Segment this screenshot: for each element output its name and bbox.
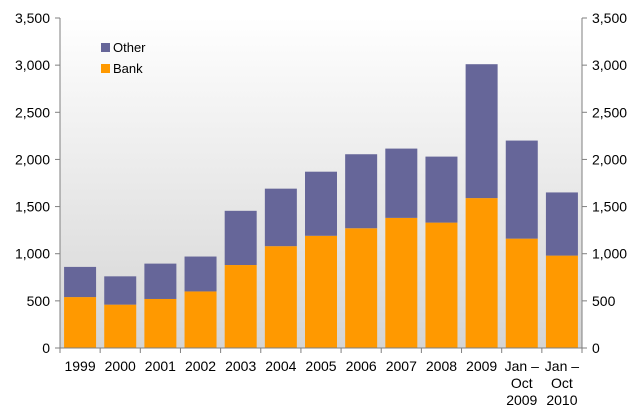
y-tick-label-left-3: 1,500: [15, 199, 50, 215]
x-category-label-12: Jan – Oct 2010: [545, 358, 579, 408]
bar-bank-7: [345, 228, 378, 348]
y-tick-label-left-2: 1,000: [15, 246, 50, 262]
x-category-label-4: 2003: [225, 358, 256, 374]
bar-bank-3: [184, 291, 217, 348]
bar-bank-10: [465, 198, 498, 348]
bar-other-6: [305, 171, 337, 236]
x-category-label-2: 2001: [145, 358, 176, 374]
x-category-label-6: 2005: [305, 358, 336, 374]
y-tick-label-left-6: 3,000: [15, 57, 50, 73]
x-category-label-5: 2004: [265, 358, 296, 374]
legend-swatch-other: [101, 43, 110, 52]
bar-other-8: [385, 148, 418, 218]
y-tick-label-left-1: 500: [27, 293, 51, 309]
y-tick-label-right-6: 3,000: [592, 57, 627, 73]
x-category-label-1: 2000: [105, 358, 136, 374]
x-category-label-10: 2009: [466, 358, 497, 374]
bar-bank-2: [144, 298, 177, 348]
bars-group: [64, 64, 578, 348]
legend: Other Bank: [101, 40, 146, 76]
bar-other-3: [184, 256, 217, 292]
y-tick-label-left-7: 3,500: [15, 10, 50, 26]
y-tick-label-right-2: 1,000: [592, 246, 627, 262]
y-tick-label-right-4: 2,000: [592, 151, 627, 167]
bar-other-11: [505, 140, 538, 239]
y-axis-left-labels: 0 500 1,000 1,500 2,000 2,500 3,000 3,500: [15, 10, 50, 356]
legend-label-other: Other: [113, 40, 146, 55]
axes-group: [55, 17, 587, 353]
bar-bank-8: [385, 217, 418, 348]
bar-other-12: [545, 192, 578, 256]
legend-label-bank: Bank: [113, 61, 143, 76]
bar-other-9: [425, 156, 458, 223]
x-category-label-0: 1999: [64, 358, 95, 374]
bar-other-1: [104, 276, 137, 305]
y-tick-label-left-0: 0: [42, 340, 50, 356]
y-tick-label-right-3: 1,500: [592, 199, 627, 215]
y-tick-label-left-5: 2,500: [15, 104, 50, 120]
bar-bank-0: [64, 297, 97, 348]
bar-other-2: [144, 263, 177, 299]
y-tick-label-left-4: 2,000: [15, 151, 50, 167]
legend-swatch-bank: [101, 64, 110, 73]
x-category-label-9: 2008: [426, 358, 457, 374]
y-tick-label-right-7: 3,500: [592, 10, 627, 26]
bar-other-4: [224, 210, 257, 266]
y-tick-label-right-0: 0: [592, 340, 600, 356]
bar-bank-12: [545, 255, 578, 348]
x-axis-labels: 1999 2000 2001 2002 2003 2004 2005 2006 2007 2008…: [64, 358, 579, 408]
x-category-label-11: Jan – Oct 2009: [505, 358, 539, 408]
bar-bank-5: [264, 246, 297, 348]
y-tick-label-right-5: 2,500: [592, 104, 627, 120]
bar-bank-6: [305, 235, 337, 348]
x-category-label-3: 2002: [185, 358, 216, 374]
y-axis-right-labels: 0 500 1,000 1,500 2,000 2,500 3,000 3,500: [592, 10, 627, 356]
bar-other-5: [264, 188, 297, 247]
y-tick-label-right-1: 500: [592, 293, 616, 309]
bar-other-10: [465, 64, 498, 199]
x-category-label-8: 2007: [386, 358, 417, 374]
x-category-label-7: 2006: [346, 358, 377, 374]
bar-other-7: [345, 154, 378, 229]
bar-bank-4: [224, 265, 257, 348]
bar-bank-11: [505, 238, 538, 348]
bar-bank-1: [104, 304, 137, 348]
bar-other-0: [64, 266, 97, 298]
bar-bank-9: [425, 222, 458, 348]
